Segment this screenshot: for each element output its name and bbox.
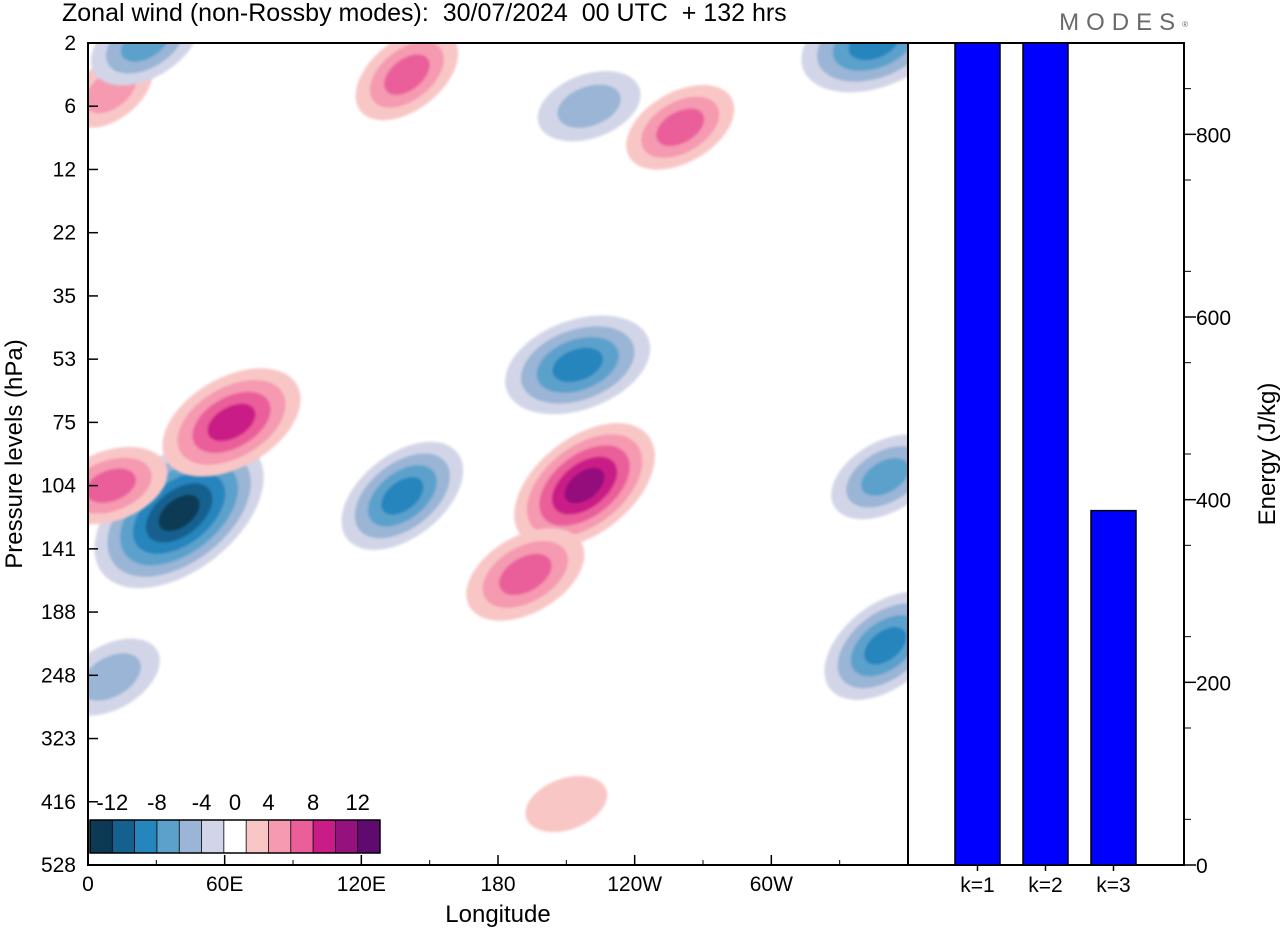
colorbar: -12 -8 -4 0 4 8 12 bbox=[89, 790, 381, 854]
colorbar-swatch bbox=[313, 820, 336, 853]
contour-level bbox=[120, 43, 169, 62]
colorbar-swatch bbox=[156, 820, 180, 853]
energy-bar bbox=[954, 42, 1001, 866]
y-tick-label: 12 bbox=[53, 158, 76, 181]
y-tick-label: 528 bbox=[41, 854, 76, 877]
colorbar-swatch bbox=[223, 820, 247, 853]
y-tick-label: 22 bbox=[53, 222, 76, 245]
energy-tick-label: 0 bbox=[1196, 855, 1208, 878]
heatmap-field bbox=[88, 43, 908, 833]
contour-level bbox=[861, 458, 908, 496]
energy-tick-label: 400 bbox=[1196, 490, 1231, 513]
bar-category-label: k=2 bbox=[1028, 874, 1062, 897]
colorbar-label: -12 bbox=[96, 790, 128, 815]
colorbar-swatch bbox=[112, 820, 136, 853]
bar-category-label: k=1 bbox=[960, 874, 994, 897]
y-axis-label: Pressure levels (hPa) bbox=[1, 339, 28, 568]
modes-logo: MODES® bbox=[1059, 8, 1188, 38]
colorbar-label: 12 bbox=[345, 790, 369, 815]
contour-level bbox=[499, 553, 552, 596]
colorbar-swatch bbox=[246, 820, 269, 853]
heatmap-feature bbox=[88, 446, 168, 525]
contour-level bbox=[525, 775, 608, 833]
energy-bar bbox=[1022, 42, 1069, 866]
bar-category-label: k=3 bbox=[1096, 874, 1130, 897]
energy-axis-label: Energy (J/kg) bbox=[1254, 383, 1280, 526]
heatmap-feature bbox=[162, 368, 301, 477]
y-tick-label: 416 bbox=[41, 791, 76, 814]
y-tick-label: 2 bbox=[64, 32, 76, 55]
energy-bar-panel: 0 200 400 600 800 k=1 k=2 k=3 bbox=[907, 42, 1231, 897]
x-tick-label: 120E bbox=[337, 873, 386, 896]
y-tick-label: 35 bbox=[53, 285, 76, 308]
x-tick-label: 60W bbox=[750, 873, 793, 896]
contour-level bbox=[557, 84, 621, 128]
contour-level bbox=[88, 653, 141, 701]
colorbar-swatch bbox=[134, 820, 158, 853]
contour-level bbox=[848, 43, 900, 61]
y-tick-label: 53 bbox=[53, 348, 76, 371]
y-tick-label: 188 bbox=[41, 601, 76, 624]
x-axis-label: Longitude bbox=[445, 901, 550, 928]
heatmap-feature bbox=[831, 434, 908, 520]
y-tick-label: 323 bbox=[41, 728, 76, 751]
heatmap-feature bbox=[466, 528, 585, 621]
x-tick-label: 120W bbox=[607, 873, 662, 896]
colorbar-label: -4 bbox=[192, 790, 212, 815]
heatmap-feature bbox=[537, 71, 641, 142]
colorbar-swatch bbox=[90, 820, 113, 853]
y-tick-label: 104 bbox=[41, 475, 76, 498]
logo-trademark-icon: ® bbox=[1182, 20, 1188, 29]
y-tick-label: 248 bbox=[41, 664, 76, 687]
contour-level bbox=[381, 477, 424, 515]
heatmap-feature bbox=[88, 638, 160, 716]
x-tick-label: 0 bbox=[82, 873, 94, 896]
contour-level bbox=[552, 347, 604, 383]
heatmap-axes: 0 60E 120E 180 120W 60W 2 6 12 22 35 53 75 104 141 188 2… bbox=[41, 32, 841, 896]
colorbar-label: -8 bbox=[147, 790, 167, 815]
heatmap-feature bbox=[355, 43, 459, 121]
contour-level bbox=[656, 108, 705, 147]
colorbar-swatch bbox=[201, 820, 225, 853]
energy-tick-label: 600 bbox=[1196, 307, 1231, 330]
x-tick-label: 60E bbox=[206, 873, 243, 896]
heatmap-feature bbox=[626, 84, 735, 170]
y-tick-label: 6 bbox=[64, 95, 76, 118]
colorbar-swatch bbox=[268, 820, 292, 853]
heatmap-feature bbox=[801, 43, 908, 93]
y-tick-label: 75 bbox=[53, 411, 76, 434]
colorbar-label: 0 bbox=[229, 790, 241, 815]
heatmap-feature bbox=[824, 591, 908, 700]
heatmap-feature bbox=[341, 441, 464, 551]
energy-tick-label: 800 bbox=[1196, 124, 1231, 147]
contour-level bbox=[564, 467, 605, 504]
heatmap-feature bbox=[525, 775, 608, 833]
contour-level bbox=[207, 403, 256, 442]
colorbar-label: 8 bbox=[307, 790, 319, 815]
contour-level bbox=[158, 494, 200, 532]
contour-level bbox=[88, 468, 136, 503]
contour-level bbox=[384, 54, 430, 95]
y-tick-label: 141 bbox=[41, 538, 76, 561]
heatmap-feature bbox=[514, 423, 655, 549]
contour-level bbox=[864, 626, 907, 665]
colorbar-swatch bbox=[357, 820, 381, 853]
colorbar-frame bbox=[89, 819, 381, 854]
logo-text: MODES bbox=[1059, 9, 1183, 36]
energy-bar bbox=[1090, 509, 1137, 866]
colorbar-swatch bbox=[335, 820, 359, 853]
colorbar-label: 4 bbox=[262, 790, 274, 815]
heatmap-feature bbox=[505, 315, 651, 415]
energy-tick-label: 200 bbox=[1196, 672, 1231, 695]
chart-title: Zonal wind (non-Rossby modes): 30/07/202… bbox=[62, 0, 787, 27]
colorbar-swatch bbox=[290, 820, 314, 853]
colorbar-swatch bbox=[179, 820, 202, 853]
x-tick-label: 180 bbox=[480, 873, 515, 896]
